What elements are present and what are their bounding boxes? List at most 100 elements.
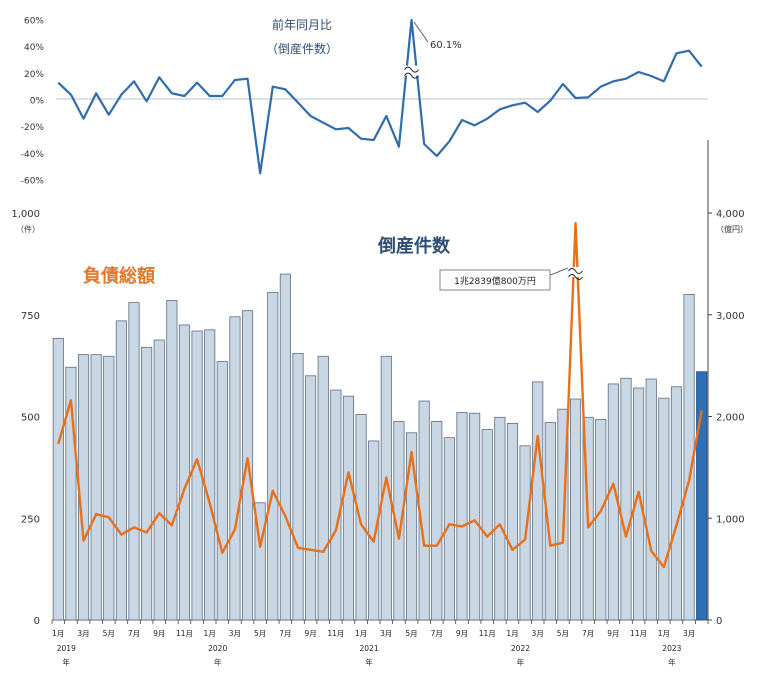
x-tick-label: 3月 xyxy=(77,629,89,638)
debt-annotation: 1兆2839億800万円 xyxy=(454,275,536,287)
year-suffix: 年 xyxy=(668,657,676,667)
count-bar xyxy=(204,329,216,621)
yoy-subtitle: （倒産件数） xyxy=(266,41,338,56)
right-y-axis: 0 1,000 2,000 3,000 4,000 xyxy=(708,209,745,627)
count-bar xyxy=(645,378,657,621)
count-bar xyxy=(481,429,493,621)
count-bar xyxy=(595,418,607,621)
year-label: 2019 xyxy=(57,644,76,653)
right-y-tick-label: 3,000 xyxy=(716,311,745,322)
x-tick-label: 9月 xyxy=(153,629,165,638)
yoy-title: 前年同月比 xyxy=(272,17,332,32)
count-bar xyxy=(620,377,632,621)
x-tick-label: 9月 xyxy=(304,629,316,638)
debt-break-wave xyxy=(568,268,583,275)
count-bar xyxy=(279,273,291,621)
yoy-y-tick-label: -40% xyxy=(21,150,45,160)
count-bar xyxy=(342,395,355,621)
bar-panel: （件） （億円） 0 250 500 750 1,000 0 1,000 2,000 3,00… xyxy=(11,140,748,667)
count-bar xyxy=(178,324,191,621)
right-y-tick-label: 2,000 xyxy=(716,413,745,424)
x-tick-label: 3月 xyxy=(683,629,695,638)
count-bar xyxy=(103,355,115,621)
x-tick-label: 1月 xyxy=(52,629,64,638)
count-bar xyxy=(254,502,266,621)
debt-break-wave xyxy=(568,274,583,281)
debt-break-gap xyxy=(568,267,583,278)
count-bar xyxy=(90,354,102,621)
year-label: 2021 xyxy=(360,644,379,653)
year-label: 2020 xyxy=(208,644,227,653)
yoy-panel: 前年同月比 （倒産件数） 60% 40% 20% 0% -20% -40% -60% 60.… xyxy=(21,17,708,187)
count-bar xyxy=(696,371,708,621)
x-axis: 1月 3月 5月 7月 9月 11月 1月 3月 5月 7月 9月 11月 1月 3月 5月 7月 9月 11月 1… xyxy=(51,620,709,667)
count-bar xyxy=(544,422,556,621)
year-suffix: 年 xyxy=(63,657,71,667)
year-suffix: 年 xyxy=(214,657,222,667)
count-bar xyxy=(506,423,519,621)
left-y-tick-label: 250 xyxy=(21,514,40,525)
x-tick-label: 3月 xyxy=(229,629,241,638)
yoy-annotation: 60.1% xyxy=(430,40,462,51)
count-bar xyxy=(633,387,645,621)
count-bar xyxy=(355,414,367,621)
x-tick-label: 7月 xyxy=(431,629,443,638)
yoy-y-tick-label: -60% xyxy=(21,177,45,187)
left-y-tick-label: 1,000 xyxy=(11,209,40,220)
x-tick-label: 11月 xyxy=(327,629,344,638)
right-y-tick-label: 1,000 xyxy=(716,514,745,525)
count-bar xyxy=(443,437,455,621)
count-bar xyxy=(267,291,279,621)
left-y-axis: 0 250 500 750 1,000 xyxy=(11,209,40,627)
yoy-y-tick-label: 0% xyxy=(30,97,45,107)
debt-series-label: 負債総額 xyxy=(83,265,155,287)
yoy-y-tick-label: 40% xyxy=(24,43,44,53)
count-bar xyxy=(494,416,506,621)
count-bar xyxy=(569,398,582,621)
count-bar xyxy=(405,432,418,621)
left-y-tick-label: 0 xyxy=(34,616,40,627)
yoy-line xyxy=(57,18,703,175)
count-bar xyxy=(216,361,228,621)
count-bar xyxy=(52,337,64,621)
count-series-label: 倒産件数 xyxy=(377,235,451,257)
count-bar xyxy=(670,386,683,621)
yoy-break-mark xyxy=(404,65,419,79)
x-tick-label: 9月 xyxy=(456,629,468,638)
count-bar xyxy=(532,381,544,621)
yoy-y-tick-label: 20% xyxy=(24,70,44,80)
count-bar xyxy=(456,412,468,621)
x-tick-label: 11月 xyxy=(176,629,193,638)
count-bar xyxy=(368,440,380,621)
x-tick-label: 1月 xyxy=(204,629,216,638)
bankruptcy-count-bars xyxy=(52,273,708,621)
count-bar xyxy=(292,353,304,621)
year-label: 2023 xyxy=(662,644,681,653)
debt-annotation-leader xyxy=(547,267,569,277)
debt-annotation-box xyxy=(439,269,551,291)
debt-line xyxy=(57,221,703,569)
left-y-tick-label: 750 xyxy=(21,311,40,322)
x-tick-label: 5月 xyxy=(405,629,417,638)
yoy-break-wave xyxy=(404,72,419,79)
x-tick-label: 7月 xyxy=(582,629,594,638)
x-tick-label: 7月 xyxy=(128,629,140,638)
yoy-y-axis: 60% 40% 20% 0% -20% -40% -60% xyxy=(21,17,45,187)
x-tick-label: 1月 xyxy=(658,629,670,638)
left-y-tick-label: 500 xyxy=(21,413,40,424)
yoy-break-wave xyxy=(404,66,419,73)
x-tick-label: 11月 xyxy=(479,629,496,638)
x-tick-label: 3月 xyxy=(532,629,544,638)
count-bar xyxy=(128,302,140,621)
count-bar xyxy=(115,320,127,621)
count-bar xyxy=(305,375,317,621)
yoy-annotation-leader xyxy=(413,21,429,43)
count-bar xyxy=(469,412,481,621)
right-y-tick-label: 4,000 xyxy=(716,209,745,220)
x-tick-label: 5月 xyxy=(254,629,266,638)
count-bar xyxy=(317,355,329,621)
yoy-y-tick-label: 60% xyxy=(24,17,44,27)
yoy-break-gap xyxy=(404,65,419,76)
right-axis-unit: （億円） xyxy=(716,224,748,234)
